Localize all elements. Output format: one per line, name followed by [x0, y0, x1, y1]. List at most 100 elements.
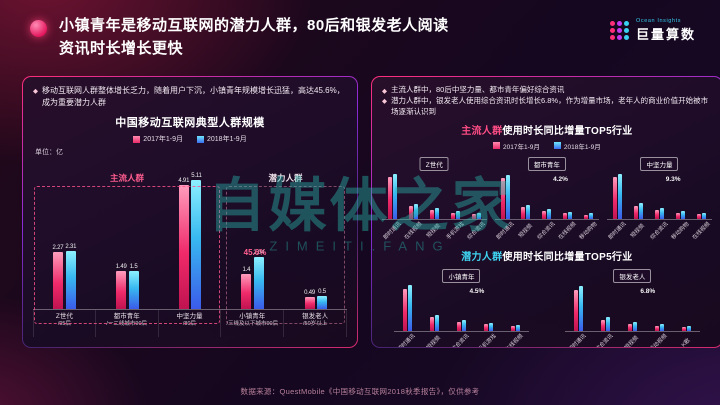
bar-2018 — [65, 250, 76, 309]
x-axis-label: 移动购物 — [670, 220, 691, 244]
bar-column: 0.49 — [304, 170, 315, 309]
bar-column — [387, 170, 392, 219]
category-subname: /一二线城市90后 — [106, 321, 148, 328]
x-axis-label: 中坚力量/80后 — [159, 310, 222, 337]
bar-column — [563, 170, 568, 219]
category-subname: /50岁以上 — [303, 321, 328, 328]
bar-column — [632, 282, 637, 331]
bar-group: 短视频 — [515, 170, 537, 244]
category-name: 短视频 — [425, 222, 442, 239]
bar-2017 — [471, 214, 476, 219]
silver-senior-bar-chart: 即时通讯 综合资讯 短视频 移动视频 K歌 银发老人 6.8% — [564, 268, 700, 347]
bar-2017 — [696, 214, 701, 219]
bar-column — [680, 170, 685, 219]
bar-column — [521, 170, 526, 219]
bar-2017 — [450, 212, 455, 219]
category-name: 在线视频 — [505, 332, 525, 347]
legend-label-2018: 2018年1-9月 — [563, 143, 601, 151]
bar-column — [584, 170, 589, 219]
bar-2018 — [434, 208, 439, 219]
bar-group: 即时通讯 — [564, 282, 592, 347]
bar-pair — [447, 282, 475, 332]
bar-group: 1.49 1.5 都市青年/一二线城市90后 — [95, 170, 159, 337]
bar-2017 — [429, 317, 434, 331]
bar-group: 在线视频 — [501, 282, 529, 347]
town-youth-bar-chart: 即时通讯 短视频 综合资讯 手机游戏 在线视频 小镇青年 4.5% — [394, 268, 529, 347]
bar-group: 即时通讯 — [607, 170, 629, 244]
bar-column — [547, 170, 552, 219]
bar-column — [505, 170, 510, 219]
potential-chart-title: 潜力人群使用时长同比增量TOP5行业 — [382, 248, 712, 263]
bar-group: 移动视频 — [645, 282, 673, 347]
bar-2018 — [461, 319, 466, 331]
category-name: 小镇青年 — [239, 313, 266, 320]
category-name: 在线视频 — [403, 220, 424, 241]
bar-pair — [382, 170, 403, 220]
bar-column — [461, 282, 466, 331]
bar-2018 — [317, 296, 328, 309]
bar-group: 即时通讯 — [382, 170, 403, 244]
duration-panel-inner: ◆ 主流人群中，80后中坚力量、都市青年偏好综合资讯 ◆ 潜力人群中，银发老人使… — [372, 77, 720, 347]
bar-2017 — [584, 214, 589, 219]
bar-pair — [420, 282, 448, 332]
bar-pair — [591, 282, 619, 332]
x-axis-label: 综合资讯 — [466, 220, 487, 244]
mainstream-title-highlight: 主流人群 — [461, 125, 503, 137]
bar-2018 — [191, 179, 202, 309]
bar-pair — [645, 282, 673, 332]
category-subname: /80后 — [182, 321, 197, 328]
duration-panel: ◆ 主流人群中，80后中坚力量、都市青年偏好综合资讯 ◆ 潜力人群中，银发老人使… — [371, 76, 720, 348]
bar-2017 — [304, 296, 315, 309]
growth-annotation: 45.6% — [243, 248, 267, 257]
potential-title-highlight: 潜力人群 — [461, 251, 503, 263]
mainstream-title-rest: 使用时长同比增量TOP5行业 — [502, 125, 633, 137]
backbone-bar-chart: 即时通讯 短视频 综合资讯 移动购物 在线视频 中坚力量 9.3% — [607, 156, 712, 244]
bar-column — [429, 282, 434, 331]
chart-chip-label: 都市青年 — [527, 156, 566, 171]
bar-pair — [536, 170, 558, 220]
population-bullet: ◆ 移动互联网人群整体增长乏力，随着用户下沉，小镇青年规模增长迅猛，高达45.6… — [33, 85, 347, 109]
population-bar-chart: 2.27 2.31 Z世代/95后 1.49 1.5 都市青年/一二线城市90后 4.91 5… — [33, 170, 347, 337]
x-axis-label: 移动购物 — [578, 220, 599, 244]
category-name: 即时通讯 — [607, 220, 628, 241]
category-name: 都市青年 — [113, 313, 140, 320]
bar-column — [476, 170, 481, 219]
bar-group: 短视频 — [420, 282, 448, 347]
bar-column — [434, 170, 439, 219]
bar-group: 短视频 — [423, 170, 445, 244]
chart-chip-label: 银发老人 — [613, 268, 652, 283]
page-title-line1: 小镇青年是移动互联网的潜力人群，80后和银发老人阅读 — [59, 17, 449, 34]
page-title: 小镇青年是移动互联网的潜力人群，80后和银发老人阅读 资讯时长增长更快 — [59, 14, 449, 61]
bar-2018 — [455, 211, 460, 219]
bar-value-label: 0.49 — [304, 289, 316, 296]
bar-column — [654, 170, 659, 219]
x-axis-label: 短视频 — [421, 332, 448, 347]
population-chart-wrap: 主流人群 潜力人群 45.6% 2.27 2.31 Z世代/95后 1.49 1.5 都市… — [33, 170, 347, 337]
population-bullet-text: 移动互联网人群整体增长乏力，随着用户下沉，小镇青年规模增长迅猛，高达45.6%，… — [42, 86, 345, 107]
legend-swatch-2018 — [553, 142, 561, 150]
bar-group: 移动购物 — [578, 170, 600, 244]
bar-pair — [515, 170, 537, 220]
bar-2018 — [253, 257, 264, 309]
bar-pair — [669, 170, 691, 220]
bar-value-label: 2.31 — [65, 243, 77, 250]
bar-2017 — [600, 319, 605, 331]
bar-column — [627, 282, 632, 331]
bar-pair — [690, 170, 712, 220]
bar-column — [618, 170, 623, 219]
bar-pair — [423, 170, 445, 220]
bar-column: 2.27 — [53, 170, 64, 309]
bar-column — [483, 282, 488, 331]
legend-item-2018: 2018年1-9月 — [553, 141, 601, 151]
x-axis-label: K歌 — [673, 332, 700, 347]
bar-pair — [564, 282, 592, 332]
bar-plot: 2.27 2.31 Z世代/95后 1.49 1.5 都市青年/一二线城市90后 4.91 5… — [33, 170, 347, 337]
x-axis-label: 都市青年/一二线城市90后 — [96, 310, 159, 337]
category-name: 综合资讯 — [649, 220, 670, 241]
page-title-line2: 资讯时长增长更快 — [59, 40, 184, 58]
bar-column: 1.4 — [241, 170, 252, 309]
category-name: 手机游戏 — [478, 332, 498, 347]
bar-2018 — [618, 173, 623, 219]
bar-column — [456, 282, 461, 331]
bar-pair: 1.4 2.04 — [221, 170, 285, 310]
